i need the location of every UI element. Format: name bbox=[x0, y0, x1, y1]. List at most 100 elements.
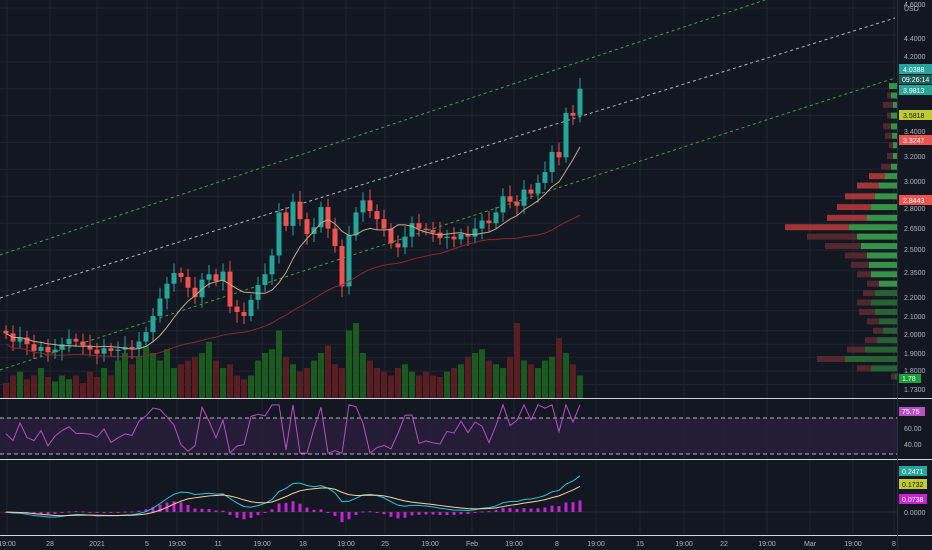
volume-profile-bar-down bbox=[863, 290, 875, 297]
macd-value-badge bbox=[899, 466, 927, 476]
volume-badge bbox=[899, 374, 921, 383]
candle-body bbox=[367, 200, 373, 212]
volume-bar bbox=[192, 356, 198, 398]
candle-body bbox=[241, 311, 247, 316]
candle-body bbox=[423, 228, 429, 230]
volume-bar bbox=[178, 364, 184, 398]
volume-profile-bar-down bbox=[883, 123, 891, 130]
macd-histogram-bar bbox=[88, 511, 92, 513]
candle-body bbox=[346, 235, 352, 287]
candle-body bbox=[178, 272, 184, 277]
price-label-badge bbox=[899, 64, 932, 74]
candle-body bbox=[262, 274, 268, 286]
volume-profile-bar-down bbox=[807, 233, 857, 240]
volume-profile-bar-down bbox=[827, 214, 867, 221]
volume-bar bbox=[143, 345, 149, 398]
candle-body bbox=[297, 201, 303, 220]
macd-histogram-bar bbox=[508, 507, 512, 512]
time-tick-label: 19:00 bbox=[844, 541, 862, 548]
volume-bar bbox=[283, 356, 289, 398]
volume-profile-bar-down bbox=[857, 365, 871, 372]
volume-bar bbox=[115, 360, 121, 398]
volume-profile-bar-down bbox=[845, 252, 867, 259]
volume-bar bbox=[542, 360, 548, 398]
candle-body bbox=[514, 201, 520, 206]
price-label: 2.8443 bbox=[903, 198, 925, 205]
volume-profile-bar-down bbox=[837, 204, 871, 211]
countdown-badge bbox=[899, 75, 932, 84]
candle-body bbox=[213, 274, 219, 282]
time-tick-label: 19:00 bbox=[253, 541, 271, 548]
price-tick-label: 4.2000 bbox=[904, 54, 926, 61]
volume-bar bbox=[346, 330, 352, 398]
price-tick-label: 2.3500 bbox=[904, 270, 926, 277]
volume-profile-bar-up bbox=[891, 92, 897, 99]
candle-body bbox=[381, 219, 387, 229]
volume-profile-bar-up bbox=[861, 243, 897, 250]
time-tick-label: 18 bbox=[299, 541, 307, 548]
volume-profile-bar-down bbox=[857, 271, 871, 278]
candle-body bbox=[472, 228, 478, 237]
volume-bar bbox=[17, 371, 23, 398]
candle-body bbox=[248, 299, 254, 316]
volume-bar bbox=[325, 345, 331, 398]
macd-histogram-bar bbox=[361, 511, 365, 513]
time-tick-label: 19:00 bbox=[675, 541, 693, 548]
macd-histogram-bar bbox=[389, 512, 393, 517]
candle-body bbox=[234, 306, 240, 312]
candle-body bbox=[360, 200, 366, 213]
candle-body bbox=[451, 236, 457, 240]
volume-profile-bar-up bbox=[857, 233, 897, 240]
volume-bar bbox=[241, 379, 247, 398]
candle-body bbox=[115, 349, 121, 351]
volume-bar bbox=[409, 371, 415, 398]
candle-body bbox=[430, 229, 436, 233]
price-tick-label: 1.8000 bbox=[904, 368, 926, 375]
volume-bar bbox=[353, 323, 359, 398]
volume-bar bbox=[234, 375, 240, 398]
volume-profile-bar-down bbox=[817, 356, 845, 363]
candle-body bbox=[59, 344, 65, 350]
candle-body bbox=[535, 182, 541, 194]
candle-body bbox=[493, 212, 499, 224]
volume-profile-bar-up bbox=[891, 112, 897, 119]
macd-histogram-bar bbox=[123, 511, 127, 513]
price-label-badge bbox=[899, 135, 932, 145]
volume-bar bbox=[486, 360, 492, 398]
macd-histogram-bar bbox=[494, 509, 498, 512]
macd-histogram-bar bbox=[431, 512, 435, 515]
volume-profile-bar-down bbox=[873, 327, 883, 334]
macd-histogram-bar bbox=[228, 512, 232, 515]
candle-body bbox=[157, 298, 163, 316]
volume-profile-bar-up bbox=[893, 101, 897, 108]
volume-profile-bar-down bbox=[887, 152, 893, 159]
volume-bar bbox=[122, 353, 128, 398]
volume-profile-bar-down bbox=[881, 163, 891, 170]
volume-bar bbox=[444, 371, 450, 398]
volume-profile-bar-up bbox=[893, 152, 897, 159]
volume-profile-bar-down bbox=[887, 92, 891, 99]
volume-bar bbox=[507, 356, 513, 398]
candle-body bbox=[80, 341, 86, 346]
price-label-badge bbox=[899, 85, 932, 95]
macd-histogram-bar bbox=[473, 512, 477, 513]
volume-bar bbox=[465, 356, 471, 398]
price-tick-label: 2.5000 bbox=[904, 247, 926, 254]
candle-body bbox=[143, 332, 149, 342]
candle-body bbox=[402, 236, 408, 248]
macd-value-label: 0.1732 bbox=[902, 482, 924, 489]
volume-profile-bar-down bbox=[889, 142, 893, 149]
volume-bar bbox=[500, 368, 506, 398]
candle-body bbox=[45, 346, 51, 353]
volume-bar bbox=[262, 353, 268, 398]
price-label: 3.3247 bbox=[903, 138, 925, 145]
macd-histogram-bar bbox=[480, 511, 484, 513]
volume-bar bbox=[577, 375, 583, 398]
volume-bar bbox=[549, 356, 555, 398]
macd-histogram-bar bbox=[410, 512, 414, 516]
volume-profile-bar-down bbox=[851, 261, 869, 268]
candle-body bbox=[24, 337, 30, 345]
candle-body bbox=[171, 272, 177, 284]
currency-label: USD bbox=[904, 6, 919, 13]
